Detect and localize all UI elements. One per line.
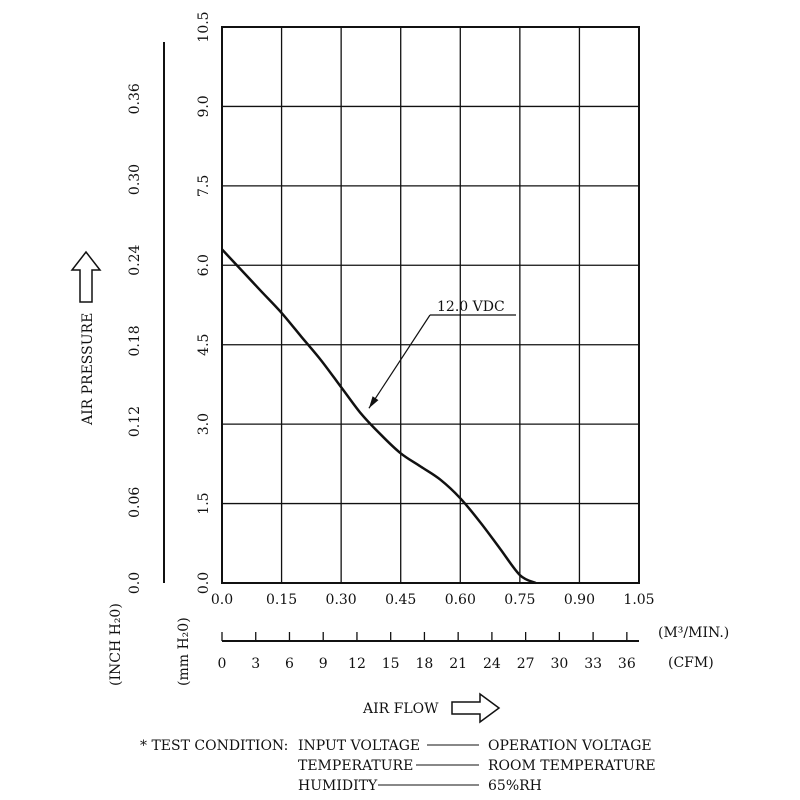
cfm-tick-labels: 0 3 6 9 12 15 18 21 24 27 30 33 36	[218, 632, 636, 672]
x-tick-label: 0.45	[385, 592, 416, 608]
cfm-tick-label: 12	[348, 656, 366, 672]
tc-value-operation-voltage: OPERATION VOLTAGE	[488, 738, 652, 754]
y-tick-label-mm: 1.5	[196, 492, 212, 514]
x-tick-label: 0.75	[504, 592, 535, 608]
tc-key-humidity: HUMIDITY	[298, 778, 378, 794]
y-tick-label-inch: 0.06	[127, 487, 143, 518]
y-tick-label-mm: 6.0	[196, 254, 212, 276]
annotation-label: 12.0 VDC	[437, 299, 505, 315]
y-tick-label-inch: 0.24	[127, 245, 143, 276]
hollow-arrow-up-icon	[70, 250, 102, 303]
x-tick-label: 0.90	[564, 592, 595, 608]
cfm-tick-label: 33	[584, 656, 602, 672]
y-axis-label: AIR PRESSURE	[80, 313, 96, 426]
tc-value-room-temperature: ROOM TEMPERATURE	[488, 758, 656, 774]
series-line-12vdc	[221, 248, 537, 585]
plot-frame	[221, 26, 640, 584]
x-tick-labels: 0.0 0.15 0.30 0.45 0.60 0.75 0.90 1.05	[211, 592, 655, 608]
x-tick-label: 0.60	[445, 592, 476, 608]
cfm-tick-label: 3	[251, 656, 260, 672]
cfm-tick-label: 36	[618, 656, 636, 672]
y-tick-label-mm: 3.0	[196, 413, 212, 435]
cfm-tick-label: 0	[218, 656, 227, 672]
y-tick-label-inch: 0.0	[127, 572, 143, 594]
y-tick-label-mm: 4.5	[196, 334, 212, 356]
cfm-tick-label: 6	[285, 656, 294, 672]
cfm-tick-label: 15	[382, 656, 400, 672]
cfm-tick-label: 9	[319, 656, 328, 672]
tc-key-input-voltage: INPUT VOLTAGE	[298, 738, 420, 754]
cfm-tick-label: 24	[483, 656, 501, 672]
mm-unit-label: (mm H₂0)	[176, 617, 192, 686]
y-tick-label-inch: 0.18	[127, 325, 143, 356]
annotation-leader	[368, 314, 431, 409]
cfm-tick-label: 21	[449, 656, 467, 672]
y-tick-label-mm: 10.5	[196, 11, 212, 42]
y-tick-labels: 0.0 1.5 3.0 4.5 6.0 7.5 9.0 10.5	[196, 11, 212, 594]
x-tick-label: 0.15	[266, 592, 297, 608]
tc-value-humidity: 65%RH	[488, 778, 542, 794]
y-tick-label-mm: 0.0	[196, 572, 212, 594]
y-tick-label-inch: 0.36	[127, 83, 143, 114]
x-axis-label: AIR FLOW	[362, 701, 439, 717]
y-tick-label-inch: 0.12	[127, 406, 143, 437]
y-tick-label-inch: 0.30	[127, 164, 143, 195]
m3min-unit-label: (M³/MIN.)	[658, 625, 729, 641]
cfm-tick-label: 18	[416, 656, 434, 672]
cfm-unit-label: (CFM)	[668, 655, 714, 671]
cfm-tick-label: 27	[517, 656, 535, 672]
y-tick-label-mm: 7.5	[196, 175, 212, 197]
annotation-arrowhead	[368, 396, 379, 409]
x-tick-label: 0.0	[211, 592, 233, 608]
inch-tick-labels: 0.0 0.06 0.12 0.18 0.24 0.30 0.36	[127, 83, 143, 594]
x-tick-label: 0.30	[326, 592, 357, 608]
hollow-arrow-right-icon	[451, 692, 501, 724]
cfm-tick-label: 30	[550, 656, 568, 672]
inch-unit-label: (INCH H₂0)	[108, 603, 124, 686]
tc-key-temperature: TEMPERATURE	[298, 758, 413, 774]
x-tick-label: 1.05	[623, 592, 654, 608]
test-condition-prefix: * TEST CONDITION:	[140, 738, 288, 754]
grid	[222, 27, 639, 583]
y-tick-label-mm: 9.0	[196, 95, 212, 117]
